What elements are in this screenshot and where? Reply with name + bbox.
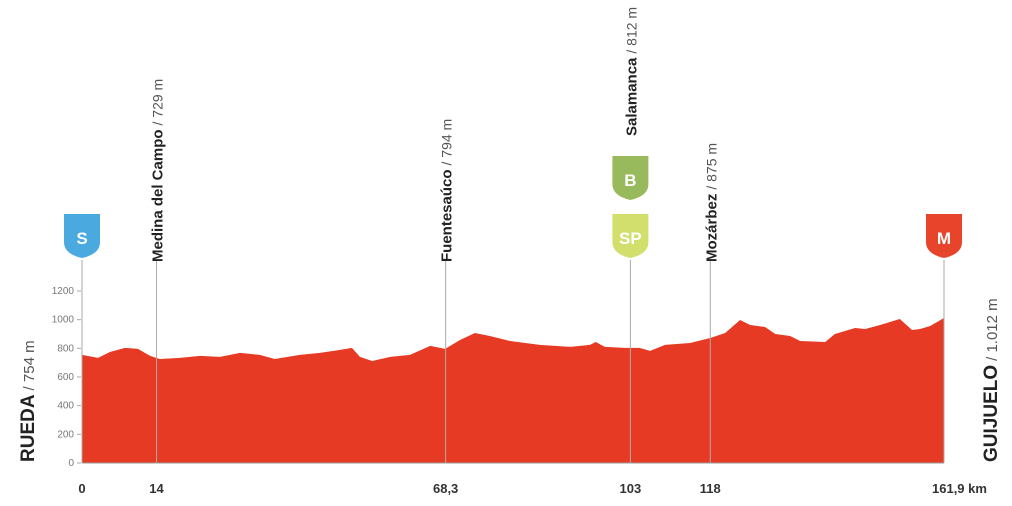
- waypoint-elevation: / 729 m: [150, 79, 166, 126]
- waypoint-label: Mozárbez / 875 m: [703, 143, 720, 262]
- x-tick-label: 103: [620, 481, 642, 496]
- finish-name: GUIJUELO: [981, 365, 1002, 462]
- y-tick-label: 600: [57, 372, 74, 383]
- elevation-area: [82, 317, 944, 463]
- x-tick-label: 14: [149, 481, 164, 496]
- x-tick-label: 118: [700, 481, 721, 496]
- y-tick-label: 200: [57, 429, 74, 440]
- waypoint-elevation: / 875 m: [703, 143, 719, 190]
- waypoint-name: Fuentesaúco: [439, 169, 456, 262]
- y-tick-label: 400: [57, 401, 74, 412]
- waypoint-name: Medina del Campo: [150, 129, 167, 262]
- y-tick-label: 800: [57, 343, 74, 354]
- start-label: RUEDA / 754 m: [18, 340, 39, 462]
- waypoint-elevation: / 812 m: [623, 7, 639, 54]
- badge: [612, 156, 649, 200]
- badge: [926, 214, 962, 258]
- waypoint-elevation: / 794 m: [439, 119, 455, 166]
- y-tick-label: 1000: [52, 315, 75, 326]
- x-tick-label: 68,3: [433, 481, 458, 496]
- y-tick-label: 1200: [52, 286, 75, 297]
- y-tick-label: 0: [68, 458, 74, 469]
- finish-label: GUIJUELO / 1.012 m: [981, 298, 1002, 462]
- start-name: RUEDA: [18, 394, 39, 462]
- x-tick-label: 161,9 km: [932, 481, 987, 496]
- waypoint-label: Fuentesaúco / 794 m: [439, 119, 456, 262]
- badge: [612, 214, 649, 258]
- badge-label: SP: [619, 229, 642, 248]
- waypoint-name: Salamanca: [623, 57, 640, 136]
- badge: [64, 214, 100, 258]
- x-tick-label: 0: [78, 481, 85, 496]
- badge-label: B: [624, 171, 636, 190]
- waypoint-label: Medina del Campo / 729 m: [150, 79, 167, 262]
- waypoint-name: Mozárbez: [703, 194, 720, 262]
- start-elevation: / 754 m: [21, 340, 38, 390]
- finish-elevation: / 1.012 m: [984, 298, 1001, 361]
- badge-label: M: [937, 229, 951, 248]
- waypoint-label: Salamanca / 812 m: [623, 7, 640, 136]
- badge-label: S: [76, 229, 87, 248]
